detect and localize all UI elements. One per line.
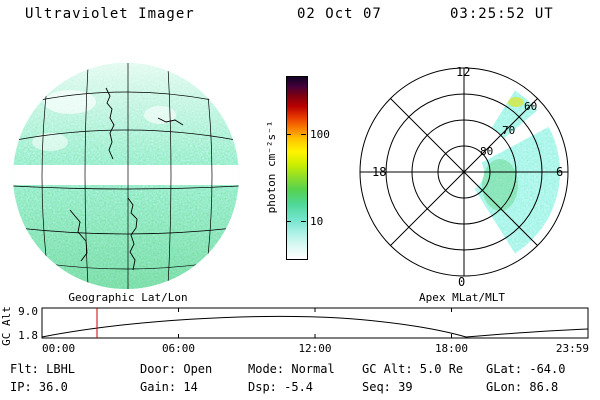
xtick-2359: 23:59 bbox=[556, 342, 589, 355]
status-glon: GLon: 86.8 bbox=[486, 380, 559, 394]
xtick-0000: 00:00 bbox=[42, 342, 75, 355]
colorbar-tick-100-right bbox=[301, 134, 306, 135]
mlt-label-6: 6 bbox=[556, 165, 563, 179]
left-panel-caption: Geographic Lat/Lon bbox=[68, 291, 188, 304]
xtick-1200: 12:00 bbox=[298, 342, 331, 355]
status-ip: IP: 36.0 bbox=[10, 380, 68, 394]
strip-chart-ticks bbox=[178, 308, 452, 338]
gc-alt-curve bbox=[41, 315, 589, 338]
status-glat: GLat: -64.0 bbox=[486, 362, 566, 376]
strip-chart-ylabel: GC Alt bbox=[0, 306, 13, 346]
mlt-label-0: 0 bbox=[458, 275, 465, 289]
status-gain: Gain: 14 bbox=[140, 380, 198, 394]
header-time: 03:25:52 UT bbox=[450, 6, 554, 22]
colorbar-tick-10-left bbox=[286, 221, 291, 222]
mlt-label-12: 12 bbox=[456, 65, 470, 79]
colorbar-tick-label-100: 100 bbox=[310, 128, 330, 141]
status-flt: Flt: LBHL bbox=[10, 362, 76, 376]
ymax-label: 9.0 bbox=[18, 305, 38, 318]
colorbar bbox=[286, 76, 308, 260]
status-seq: Seq: 39 bbox=[362, 380, 413, 394]
colorbar-tick-label-10: 10 bbox=[310, 215, 324, 228]
gc-alt-strip-chart: GC Alt 9.0 1.8 00:00 06:00 12:00 18:00 2… bbox=[0, 305, 589, 355]
mlt-label-18: 18 bbox=[372, 165, 386, 179]
status-dsp: Dsp: -5.4 bbox=[248, 380, 314, 394]
data-gap-band bbox=[13, 165, 239, 185]
polar-grid bbox=[359, 67, 569, 277]
mlat-ring-label-70: 70 bbox=[502, 124, 515, 137]
geographic-uv-disk-image bbox=[13, 63, 239, 289]
mlat-ring-label-80: 80 bbox=[480, 145, 493, 158]
colorbar-tick-10-right bbox=[301, 221, 306, 222]
mlat-ring-label-60: 60 bbox=[524, 100, 537, 113]
xtick-0600: 06:00 bbox=[162, 342, 195, 355]
polar-panel-caption: Apex MLat/MLT bbox=[418, 291, 506, 304]
xtick-1800: 18:00 bbox=[435, 342, 468, 355]
ymin-label: 1.8 bbox=[18, 329, 38, 342]
header-date: 02 Oct 07 bbox=[297, 6, 382, 22]
coastlines bbox=[69, 87, 184, 271]
disk-emission-layer bbox=[13, 63, 239, 289]
apex-polar-dial: 12 18 6 0 60 70 80 bbox=[359, 65, 569, 289]
status-gc-alt: GC Alt: 5.0 Re bbox=[362, 362, 464, 376]
status-door: Door: Open bbox=[140, 362, 213, 376]
page-title: Ultraviolet Imager bbox=[25, 6, 195, 22]
colorbar-units-label: photon cm⁻²s⁻¹ bbox=[265, 120, 278, 214]
status-mode: Mode: Normal bbox=[248, 362, 335, 376]
colorbar-tick-100-left bbox=[286, 134, 291, 135]
